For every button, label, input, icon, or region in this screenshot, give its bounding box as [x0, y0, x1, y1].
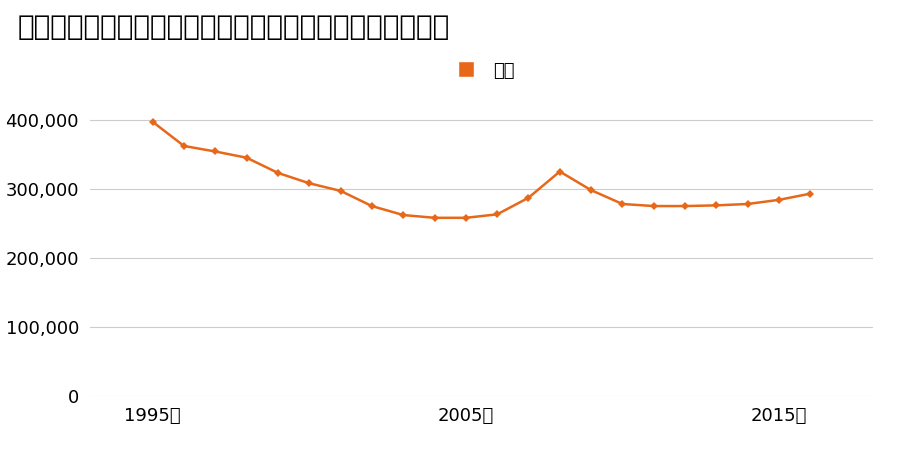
価格: [774, 197, 785, 202]
Text: 神奈川県横浜市青葉区新石川４丁目１３番２９の地価推移: 神奈川県横浜市青葉区新石川４丁目１３番２９の地価推移: [18, 14, 450, 41]
価格: [429, 215, 440, 220]
価格: [398, 212, 409, 218]
価格: [366, 203, 377, 209]
価格: [273, 170, 284, 176]
価格: [178, 143, 189, 148]
価格: [210, 149, 220, 154]
Line: 価格: 価格: [149, 119, 814, 221]
価格: [461, 215, 472, 220]
価格: [805, 191, 815, 196]
価格: [617, 201, 628, 207]
価格: [304, 180, 315, 186]
価格: [148, 119, 158, 125]
価格: [586, 188, 597, 193]
価格: [648, 203, 659, 209]
価格: [241, 155, 252, 160]
価格: [680, 203, 690, 209]
価格: [335, 188, 346, 194]
価格: [523, 195, 534, 200]
価格: [711, 202, 722, 208]
価格: [742, 201, 753, 207]
価格: [554, 169, 565, 174]
価格: [491, 212, 502, 217]
Legend: 価格: 価格: [441, 54, 522, 87]
